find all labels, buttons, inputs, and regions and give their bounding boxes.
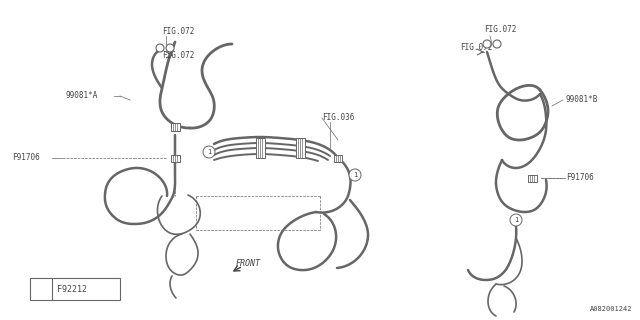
Text: 99081*A: 99081*A: [65, 92, 97, 100]
Circle shape: [349, 169, 361, 181]
Text: FRONT: FRONT: [236, 259, 260, 268]
Text: F91706: F91706: [12, 154, 40, 163]
Text: FIG.072: FIG.072: [484, 26, 516, 35]
Circle shape: [156, 44, 164, 52]
Text: 1: 1: [207, 149, 211, 155]
Circle shape: [510, 214, 522, 226]
Text: FIG.036: FIG.036: [322, 114, 355, 123]
Text: FIG.072: FIG.072: [162, 28, 195, 36]
Circle shape: [35, 283, 47, 295]
Circle shape: [493, 40, 501, 48]
Bar: [30, 278, 120, 300]
Bar: [255, 138, 264, 158]
Text: 1: 1: [514, 217, 518, 223]
Circle shape: [166, 44, 174, 52]
Bar: [170, 155, 179, 162]
Bar: [527, 174, 536, 181]
Bar: [170, 123, 179, 131]
Text: A082001242: A082001242: [589, 306, 632, 312]
Text: F92212: F92212: [57, 284, 87, 293]
Text: FIG.072: FIG.072: [162, 51, 195, 60]
Text: 1: 1: [353, 172, 357, 178]
Text: FIG.072: FIG.072: [460, 44, 492, 52]
Text: 1: 1: [39, 286, 43, 292]
Text: 99081*B: 99081*B: [566, 95, 598, 105]
Circle shape: [483, 40, 491, 48]
Text: F91706: F91706: [566, 173, 594, 182]
Bar: [296, 138, 305, 158]
Bar: [334, 155, 342, 162]
Circle shape: [203, 146, 215, 158]
